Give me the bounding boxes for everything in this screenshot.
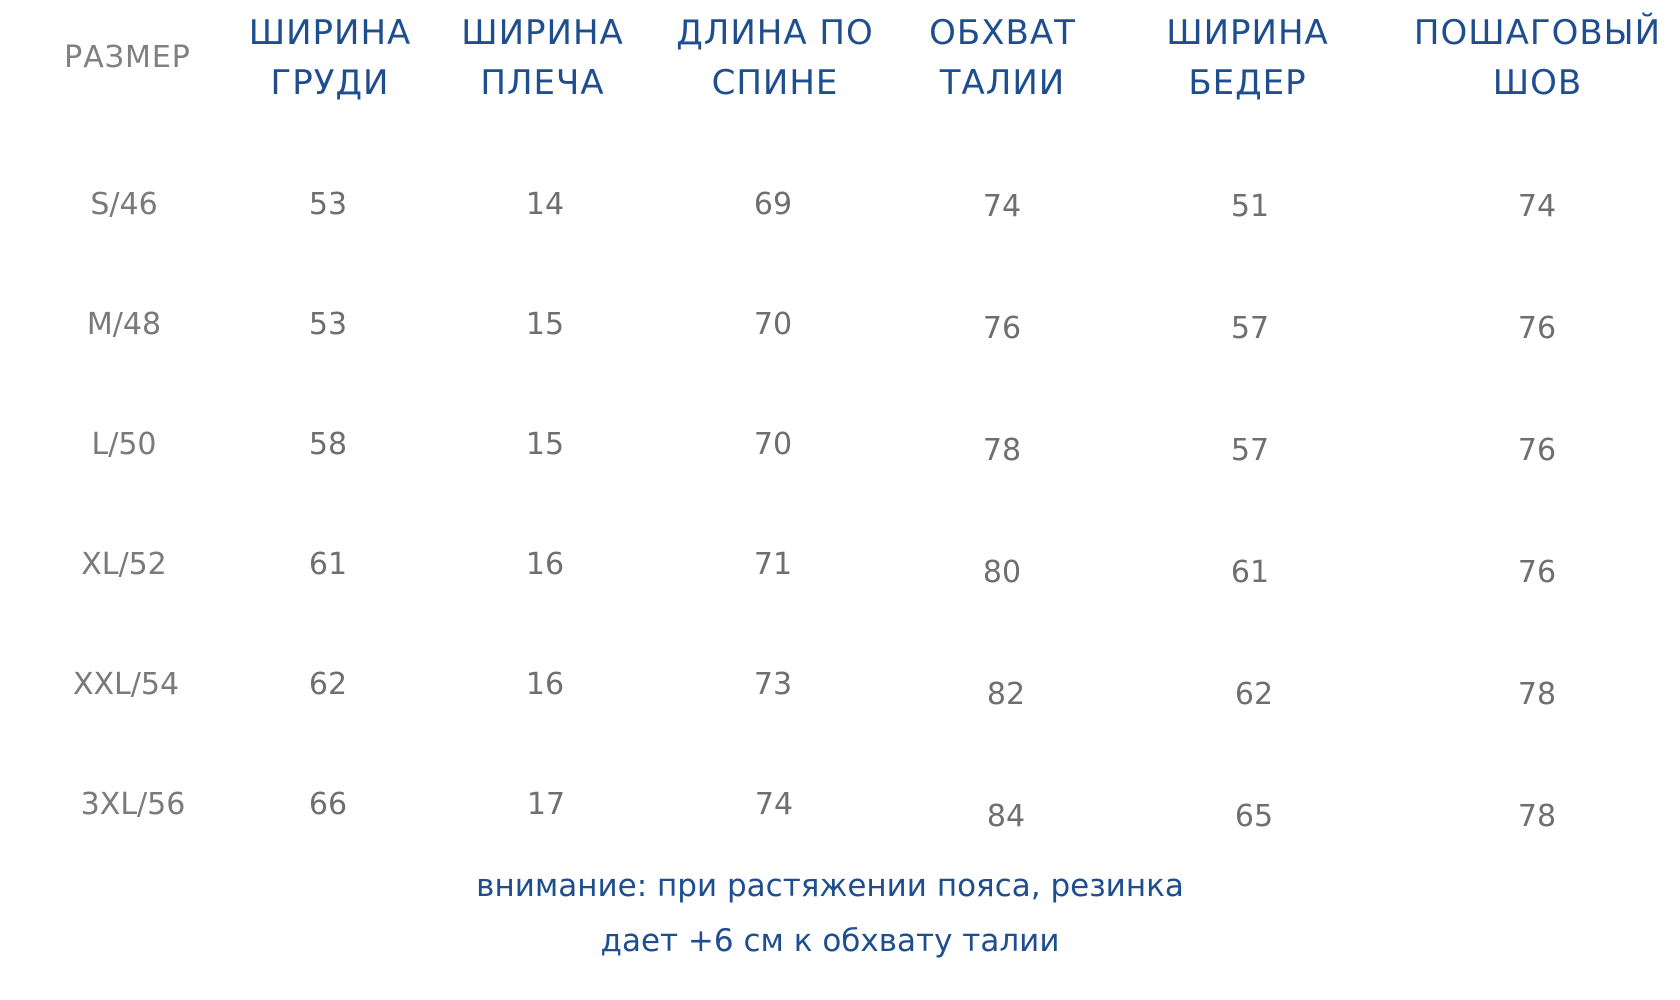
table-cell-size: M/48 bbox=[86, 307, 162, 342]
header-back-length-line2: СПИНЕ bbox=[711, 63, 839, 103]
table-cell-inseam: 78 bbox=[1517, 677, 1557, 712]
table-cell-hip-width: 65 bbox=[1234, 799, 1274, 834]
table-cell-chest-width: 58 bbox=[308, 427, 348, 462]
table-cell-back-length: 71 bbox=[753, 547, 793, 582]
header-size: РАЗМЕР bbox=[45, 8, 210, 108]
table-cell-inseam: 78 bbox=[1517, 799, 1557, 834]
table-cell-waist-girth: 78 bbox=[982, 433, 1022, 468]
table-cell-inseam: 76 bbox=[1517, 433, 1557, 468]
header-hip-width-line1: ШИРИНА bbox=[1166, 13, 1329, 53]
header-inseam-line1: ПОШАГОВЫЙ bbox=[1413, 13, 1662, 53]
header-waist-girth-line2: ТАЛИИ bbox=[939, 63, 1066, 103]
table-cell-chest-width: 66 bbox=[308, 787, 348, 822]
table-cell-back-length: 69 bbox=[753, 187, 793, 222]
table-cell-shoulder-width: 15 bbox=[525, 427, 565, 462]
table-cell-back-length: 70 bbox=[753, 427, 793, 462]
table-cell-inseam: 76 bbox=[1517, 555, 1557, 590]
header-hip-width-line2: БЕДЕР bbox=[1188, 63, 1307, 103]
header-inseam-line2: ШОВ bbox=[1492, 63, 1583, 103]
header-shoulder-width-line2: ПЛЕЧА bbox=[480, 63, 605, 103]
table-cell-back-length: 73 bbox=[753, 667, 793, 702]
table-cell-hip-width: 51 bbox=[1230, 189, 1270, 224]
header-size-label: РАЗМЕР bbox=[64, 40, 191, 75]
table-cell-hip-width: 61 bbox=[1230, 555, 1270, 590]
table-cell-chest-width: 53 bbox=[308, 187, 348, 222]
waistband-note-line1: внимание: при растяжении пояса, резинка bbox=[476, 868, 1184, 904]
table-cell-shoulder-width: 16 bbox=[525, 547, 565, 582]
waistband-note-line2: дает +6 см к обхвату талии bbox=[600, 923, 1060, 959]
table-cell-hip-width: 57 bbox=[1230, 311, 1270, 346]
table-cell-size: S/46 bbox=[90, 187, 158, 222]
header-back-length-line1: ДЛИНА ПО bbox=[676, 13, 874, 53]
table-cell-shoulder-width: 17 bbox=[526, 787, 566, 822]
table-cell-shoulder-width: 16 bbox=[525, 667, 565, 702]
header-back-length: ДЛИНА ПО СПИНЕ bbox=[665, 8, 885, 108]
header-hip-width: ШИРИНА БЕДЕР bbox=[1145, 8, 1350, 108]
table-cell-waist-girth: 84 bbox=[986, 799, 1026, 834]
table-cell-size: XL/52 bbox=[81, 547, 167, 582]
table-cell-back-length: 74 bbox=[754, 787, 794, 822]
table-cell-size: L/50 bbox=[91, 427, 157, 462]
header-chest-width-line1: ШИРИНА bbox=[248, 13, 412, 53]
header-waist-girth-line1: ОБХВАТ bbox=[929, 13, 1076, 53]
table-cell-chest-width: 62 bbox=[308, 667, 348, 702]
table-cell-size: 3XL/56 bbox=[80, 787, 186, 822]
header-chest-width: ШИРИНА ГРУДИ bbox=[230, 8, 430, 108]
table-cell-waist-girth: 74 bbox=[982, 189, 1022, 224]
table-cell-inseam: 74 bbox=[1517, 189, 1557, 224]
table-cell-hip-width: 62 bbox=[1234, 677, 1274, 712]
header-shoulder-width-line1: ШИРИНА bbox=[461, 13, 624, 53]
table-cell-size: XXL/54 bbox=[72, 667, 180, 702]
table-cell-back-length: 70 bbox=[753, 307, 793, 342]
table-cell-waist-girth: 76 bbox=[982, 311, 1022, 346]
table-cell-hip-width: 57 bbox=[1230, 433, 1270, 468]
table-cell-chest-width: 53 bbox=[308, 307, 348, 342]
table-cell-shoulder-width: 15 bbox=[525, 307, 565, 342]
header-waist-girth: ОБХВАТ ТАЛИИ bbox=[905, 8, 1100, 108]
table-cell-inseam: 76 bbox=[1517, 311, 1557, 346]
table-cell-chest-width: 61 bbox=[308, 547, 348, 582]
table-cell-shoulder-width: 14 bbox=[525, 187, 565, 222]
table-cell-waist-girth: 80 bbox=[982, 555, 1022, 590]
header-shoulder-width: ШИРИНА ПЛЕЧА bbox=[440, 8, 645, 108]
header-chest-width-line2: ГРУДИ bbox=[270, 63, 390, 103]
header-inseam: ПОШАГОВЫЙ ШОВ bbox=[1400, 8, 1675, 108]
table-cell-waist-girth: 82 bbox=[986, 677, 1026, 712]
